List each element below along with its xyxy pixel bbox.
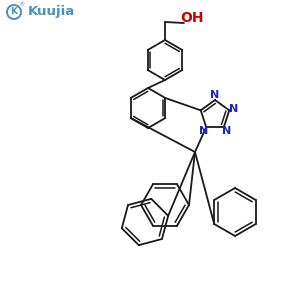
Text: N: N <box>199 126 208 136</box>
Text: Kuujia: Kuujia <box>28 5 75 19</box>
Text: OH: OH <box>180 11 204 25</box>
Text: K: K <box>11 8 17 16</box>
Text: N: N <box>222 126 231 136</box>
Text: N: N <box>230 104 238 114</box>
Text: ®: ® <box>18 2 24 8</box>
Text: N: N <box>210 90 220 100</box>
